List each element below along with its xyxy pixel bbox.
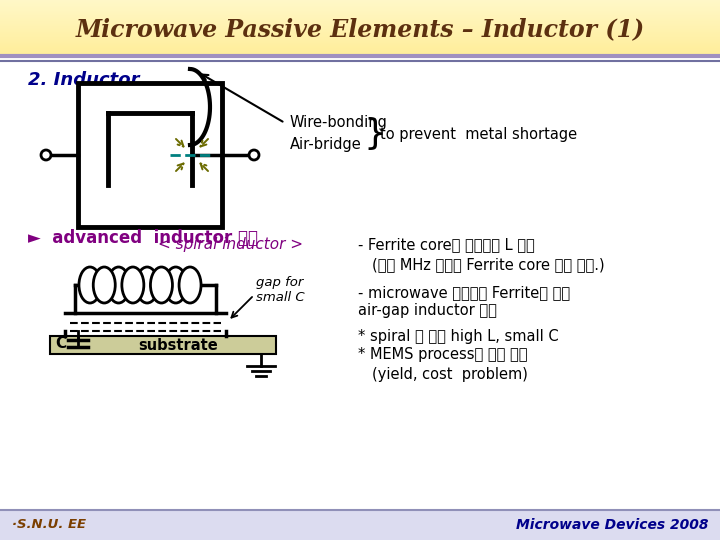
Bar: [0, 24, 720, 25]
Text: * MEMS process로 제작 가능: * MEMS process로 제작 가능: [358, 348, 528, 362]
Bar: [0, 1, 720, 2]
Bar: [0, 61, 720, 510]
Text: gap for
small C: gap for small C: [256, 276, 305, 304]
Bar: [0, 17, 720, 18]
Text: * spiral 에 비해 high L, small C: * spiral 에 비해 high L, small C: [358, 328, 559, 343]
Bar: [0, 52, 720, 53]
Ellipse shape: [150, 267, 173, 303]
Bar: [0, 48, 720, 49]
Bar: [0, 35, 720, 36]
Bar: [0, 37, 720, 38]
Bar: [0, 33, 720, 34]
Circle shape: [249, 150, 259, 160]
Bar: [0, 38, 720, 39]
Bar: [0, 22, 720, 23]
Bar: [0, 6, 720, 8]
Bar: [0, 31, 720, 32]
Text: - Ferrite core를 사용하면 L 증가: - Ferrite core를 사용하면 L 증가: [358, 238, 535, 253]
Text: Microwave Passive Elements – Inductor (1): Microwave Passive Elements – Inductor (1…: [76, 17, 644, 41]
Bar: [0, 20, 720, 21]
Text: < spiral inductor >: < spiral inductor >: [158, 238, 302, 253]
Bar: [0, 51, 720, 52]
Text: 2. Inductor: 2. Inductor: [28, 71, 140, 89]
Bar: [50, 336, 276, 354]
Text: (yield, cost  problem): (yield, cost problem): [372, 367, 528, 381]
Bar: [0, 5, 720, 6]
Bar: [0, 40, 720, 42]
Bar: [0, 13, 720, 14]
Bar: [0, 45, 720, 46]
Ellipse shape: [179, 267, 201, 303]
Ellipse shape: [165, 267, 186, 303]
Bar: [0, 43, 720, 44]
Ellipse shape: [94, 267, 115, 303]
Text: ►  advanced  inductor 구조: ► advanced inductor 구조: [28, 229, 258, 247]
Bar: [0, 19, 720, 20]
Bar: [0, 53, 720, 54]
Bar: [0, 42, 720, 43]
Circle shape: [41, 150, 51, 160]
Bar: [0, 8, 720, 9]
Ellipse shape: [107, 267, 130, 303]
Bar: [0, 14, 720, 16]
Text: ·S.N.U. EE: ·S.N.U. EE: [12, 518, 86, 531]
Bar: [0, 36, 720, 37]
Bar: [0, 18, 720, 19]
Text: to prevent  metal shortage: to prevent metal shortage: [380, 126, 577, 141]
Text: C: C: [55, 335, 66, 350]
Bar: [0, 44, 720, 45]
Bar: [0, 54, 720, 55]
Bar: [0, 46, 720, 48]
Bar: [0, 26, 720, 28]
Bar: [0, 16, 720, 17]
Bar: [0, 32, 720, 33]
Bar: [0, 28, 720, 29]
Ellipse shape: [79, 267, 101, 303]
Bar: [0, 10, 720, 11]
Text: - microwave 응용으로 Ferrite가 없는: - microwave 응용으로 Ferrite가 없는: [358, 286, 570, 300]
Bar: [0, 30, 720, 31]
Bar: [0, 510, 720, 540]
Text: Microwave Devices 2008: Microwave Devices 2008: [516, 518, 708, 532]
Bar: [0, 34, 720, 35]
Bar: [0, 4, 720, 5]
Bar: [0, 49, 720, 50]
Text: substrate: substrate: [138, 338, 218, 353]
Ellipse shape: [136, 267, 158, 303]
Text: Wire-bonding: Wire-bonding: [290, 116, 388, 131]
Bar: [0, 11, 720, 12]
Bar: [0, 23, 720, 24]
Bar: [0, 2, 720, 3]
Bar: [0, 12, 720, 13]
Bar: [0, 50, 720, 51]
Bar: [78, 83, 222, 227]
Bar: [0, 3, 720, 4]
Text: air-gap inductor 사용: air-gap inductor 사용: [358, 302, 497, 318]
Text: (수백 MHz 에서는 Ferrite core 성질 잃음.): (수백 MHz 에서는 Ferrite core 성질 잃음.): [372, 258, 605, 273]
Bar: [0, 9, 720, 10]
Text: Air-bridge: Air-bridge: [290, 138, 361, 152]
Text: }: }: [363, 117, 386, 151]
Bar: [0, 39, 720, 40]
Bar: [0, 0, 720, 1]
Bar: [0, 21, 720, 22]
Bar: [0, 29, 720, 30]
Ellipse shape: [122, 267, 144, 303]
Bar: [0, 25, 720, 26]
